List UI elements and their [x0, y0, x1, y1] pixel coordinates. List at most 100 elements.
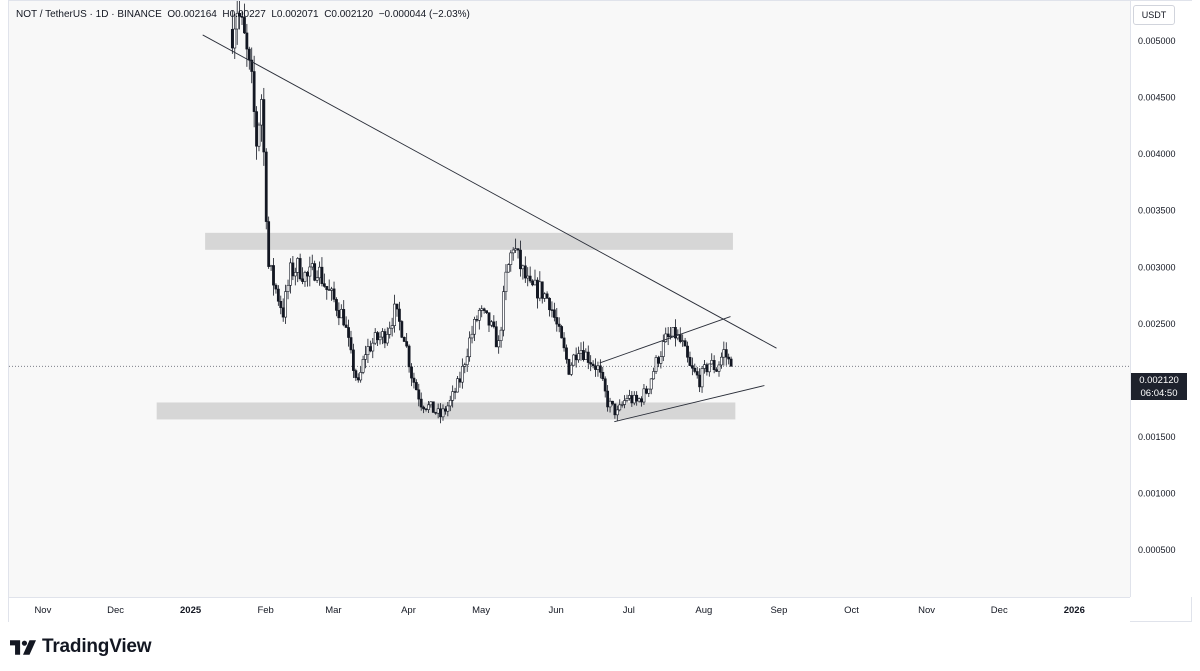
candle-body	[688, 356, 692, 366]
candle-body	[727, 356, 731, 360]
price-tick-label: 0.004000	[1138, 149, 1176, 159]
candle-body	[427, 404, 430, 410]
candle-body	[398, 308, 401, 322]
candle-body	[601, 371, 605, 380]
candle-body	[393, 303, 396, 326]
candle-body	[385, 334, 389, 344]
candle-body	[470, 333, 474, 339]
candle-body	[233, 28, 237, 49]
candle-body	[419, 398, 423, 408]
candle-body	[514, 248, 518, 251]
ohlc-open: O0.002164	[167, 9, 217, 20]
candle-body	[264, 151, 268, 222]
candle-body	[611, 400, 614, 405]
candle-body	[417, 389, 421, 400]
candle-body	[594, 365, 597, 370]
candle-body	[429, 401, 433, 406]
candle-body	[274, 284, 278, 290]
candle-body	[671, 327, 675, 337]
candle-body	[412, 377, 416, 383]
candle-body	[371, 342, 375, 352]
candle-body	[654, 357, 658, 372]
candle-body	[502, 291, 505, 331]
candle-body	[473, 319, 476, 335]
candle-body	[649, 378, 653, 390]
candle-body	[569, 364, 573, 375]
candle-body	[279, 300, 283, 309]
candle-body	[453, 391, 457, 393]
candle-body	[289, 262, 292, 286]
candle-body	[635, 394, 639, 402]
candle-body	[368, 346, 372, 352]
candle-body	[623, 400, 626, 405]
candle-body	[574, 354, 578, 361]
candle-body	[693, 367, 697, 372]
time-tick-label: Oct	[844, 605, 859, 616]
candle-body	[330, 288, 334, 291]
candle-body	[298, 258, 302, 280]
candle-body	[632, 394, 636, 404]
candle-body	[577, 353, 580, 361]
candle-body	[468, 337, 472, 358]
candle-body	[315, 277, 319, 281]
candle-body	[291, 262, 295, 277]
candle-body	[586, 351, 590, 363]
candle-body	[414, 382, 418, 391]
symbol-label[interactable]: NOT / TetherUS · 1D · BINANCE	[16, 9, 162, 20]
candle-body	[477, 310, 481, 321]
candle-body	[664, 333, 668, 342]
candle-body	[257, 124, 261, 147]
chart-svg[interactable]	[9, 0, 1130, 597]
candle-body	[548, 297, 551, 311]
price-tick-label: 0.000500	[1138, 545, 1176, 555]
candle-body	[337, 310, 341, 319]
candle-body	[533, 279, 537, 286]
rising-channel-upper	[599, 316, 731, 364]
chart-plot-area[interactable]	[9, 0, 1130, 597]
price-tick-label: 0.004500	[1138, 93, 1176, 103]
price-scale[interactable]: 0.005000 0.004500 0.004000 0.003500 0.003000…	[1130, 1, 1192, 597]
price-tick-label: 0.001000	[1138, 488, 1176, 498]
candle-body	[657, 357, 660, 364]
time-tick-label: 2025	[180, 605, 202, 616]
candle-body	[344, 324, 348, 328]
candle-body	[606, 390, 610, 408]
candle-body	[712, 360, 716, 370]
candle-body	[552, 309, 556, 318]
candle-body	[410, 366, 413, 379]
candle-body	[545, 293, 549, 299]
candle-body	[499, 329, 503, 341]
candle-body	[424, 408, 428, 410]
candle-body	[642, 388, 646, 403]
price-tick-label: 0.003000	[1138, 262, 1176, 272]
price-tick-label: 0.005000	[1138, 36, 1176, 46]
candle-body	[456, 378, 459, 393]
candle-body	[284, 291, 288, 318]
candle-body	[482, 308, 486, 311]
candle-body	[703, 364, 706, 369]
candle-body	[490, 321, 493, 326]
candle-body	[260, 99, 263, 126]
time-scale[interactable]: Nov Dec 2025 Feb Mar Apr May Jun Jul Aug Sep Oct Nov…	[9, 597, 1130, 622]
candle-body	[637, 398, 641, 402]
candle-body	[313, 263, 317, 281]
price-scale-svg: 0.005000 0.004500 0.004000 0.003500 0.003000…	[1138, 36, 1176, 555]
candle-body	[603, 378, 607, 392]
time-tick-label: Dec	[991, 605, 1008, 616]
resistance-zone	[205, 232, 733, 250]
candle-body	[364, 354, 367, 360]
candle-body	[439, 408, 442, 418]
candle-body	[707, 363, 711, 373]
candle-body	[460, 366, 464, 383]
candle-body	[238, 13, 242, 17]
tradingview-logo-icon	[10, 639, 36, 655]
candle-body	[729, 358, 733, 367]
ohlc-low: L0.002071	[271, 9, 319, 20]
candle-body	[306, 272, 309, 277]
candle-body	[446, 405, 450, 412]
brand-name: TradingView	[42, 636, 152, 657]
candle-body	[243, 17, 246, 34]
candle-body	[724, 349, 728, 358]
currency-unit-button[interactable]: USDT	[1133, 5, 1175, 25]
candle-body	[356, 377, 360, 381]
